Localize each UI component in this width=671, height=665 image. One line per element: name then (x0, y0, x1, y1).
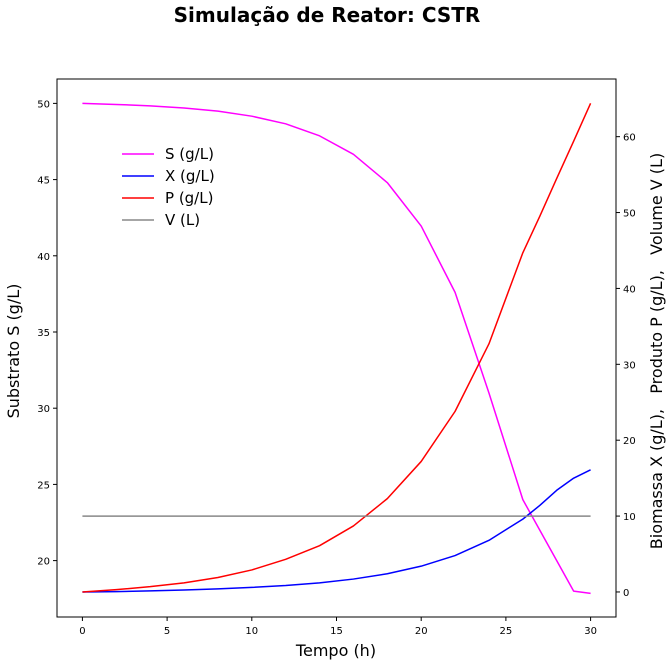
series-lines (82, 102, 592, 595)
series-line-p (82, 102, 592, 593)
y-left-tick-label: 45 (37, 176, 50, 187)
series-line-s (82, 102, 591, 595)
legend-label-p: P (g/L) (165, 189, 213, 207)
x-tick-label: 10 (245, 626, 258, 637)
y-left-tick-label: 40 (37, 252, 50, 263)
y-axis-right-label: Biomassa X (g/L), Produto P (g/L), Volum… (647, 153, 666, 549)
series-line-x (82, 469, 591, 593)
y-left-tick-label: 20 (37, 557, 50, 568)
chart-title: Simulação de Reator: CSTR (174, 3, 481, 27)
y-left-tick-label: 25 (37, 480, 50, 491)
y-left-tick-label: 30 (37, 404, 50, 415)
y-left-tick-label: 35 (37, 328, 50, 339)
y-right-tick-label: 20 (623, 436, 636, 447)
y-left-tick-label: 50 (37, 99, 50, 110)
x-tick-label: 0 (79, 626, 85, 637)
x-tick-label: 20 (415, 626, 428, 637)
y-right-tick-label: 10 (623, 512, 636, 523)
legend: S (g/L) X (g/L) P (g/L) V (L) (122, 145, 215, 229)
plot-area (56, 78, 617, 618)
x-tick-label: 15 (330, 626, 343, 637)
legend-label-s: S (g/L) (165, 145, 214, 163)
x-tick-label: 5 (164, 626, 170, 637)
y-right-tick-label: 0 (623, 588, 629, 599)
y-right-tick-label: 50 (623, 209, 636, 220)
x-tick-label: 30 (584, 626, 597, 637)
y-axis-left-label: Substrato S (g/L) (4, 284, 23, 419)
x-tick-label: 25 (500, 626, 513, 637)
y-right-tick-label: 30 (623, 360, 636, 371)
x-axis-label: Tempo (h) (295, 641, 376, 660)
legend-label-v: V (L) (165, 211, 200, 229)
x-axis: 0 5 10 15 20 25 30 (79, 617, 597, 637)
y-axis-right: 0 10 20 30 40 50 60 (616, 133, 636, 599)
y-axis-left: 20 25 30 35 40 45 50 (37, 99, 57, 568)
legend-label-x: X (g/L) (165, 167, 215, 185)
y-right-tick-label: 40 (623, 284, 636, 295)
y-right-tick-label: 60 (623, 133, 636, 144)
